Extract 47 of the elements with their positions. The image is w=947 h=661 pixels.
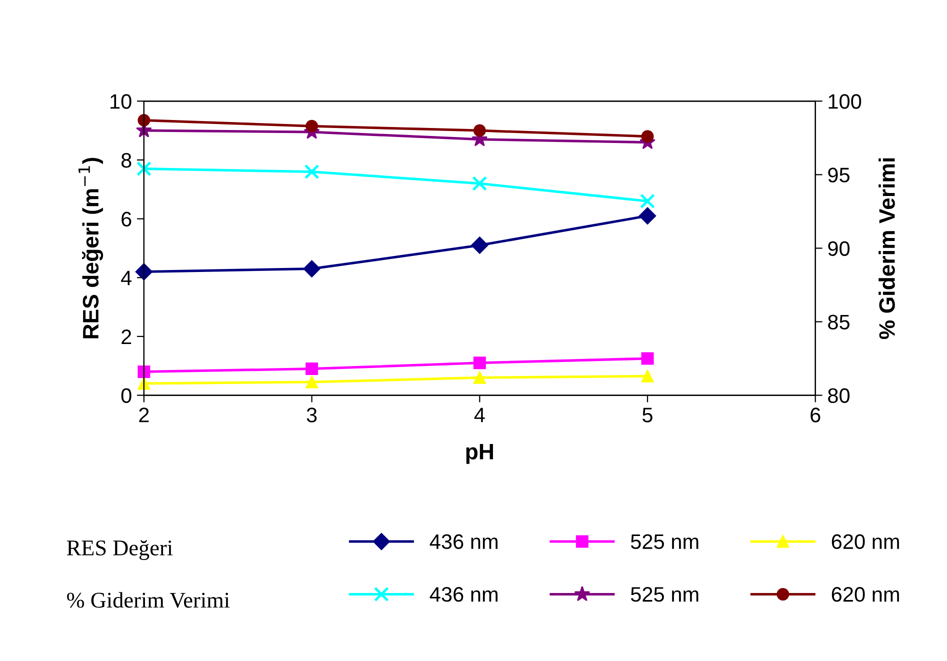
- x-tick-label: 3: [306, 408, 317, 422]
- y2-tick-label: 100: [828, 94, 862, 109]
- y-tick-label: 6: [122, 212, 132, 227]
- point: [473, 356, 486, 370]
- legend-label: 620 nm: [832, 587, 899, 602]
- x-tick-label: 4: [474, 408, 485, 422]
- point: [471, 236, 488, 254]
- point: [473, 371, 486, 384]
- point: [473, 124, 486, 137]
- point: [304, 164, 320, 180]
- y-tick-label: 10: [110, 94, 132, 109]
- x-axis-title: pH: [466, 444, 493, 464]
- point: [641, 130, 654, 143]
- y2-axis-title: % Giderim Verimi: [878, 158, 895, 340]
- text: RES Değeri: [66, 540, 173, 560]
- point: [641, 370, 654, 382]
- point: [303, 260, 320, 278]
- legend-label: 525 nm: [630, 534, 698, 550]
- legend-label: 620 nm: [832, 534, 899, 550]
- y-tick-label: 8: [121, 152, 132, 168]
- point: [306, 376, 318, 388]
- point: [138, 377, 150, 390]
- text: % Giderim Verimi: [67, 592, 230, 608]
- y-axis-title: RES değeri (m$^{−1}$): [78, 158, 104, 338]
- x-tick-label: 5: [642, 408, 652, 422]
- legend-label: 436 nm: [430, 534, 498, 550]
- point: [306, 120, 318, 132]
- point: [136, 161, 152, 176]
- x-tick-label: 6: [810, 408, 820, 422]
- y-tick-label: 2: [122, 329, 132, 344]
- y2-tick-label: 95: [828, 168, 850, 182]
- legend-label: 436 nm: [430, 587, 498, 602]
- point: [472, 176, 488, 191]
- point: [135, 263, 152, 280]
- point: [640, 194, 656, 209]
- legend-label: 525 nm: [630, 587, 698, 602]
- point: [641, 352, 654, 365]
- y2-tick-label: 90: [828, 241, 850, 256]
- y-tick-label: 0: [121, 388, 132, 404]
- point: [306, 362, 318, 376]
- point: [638, 207, 656, 224]
- y-tick-label: 4: [121, 270, 132, 286]
- y2-tick-label: 85: [828, 314, 850, 330]
- point: [138, 114, 150, 127]
- x-tick-label: 2: [139, 408, 149, 422]
- point: [138, 365, 150, 378]
- y2-tick-label: 80: [828, 388, 850, 404]
